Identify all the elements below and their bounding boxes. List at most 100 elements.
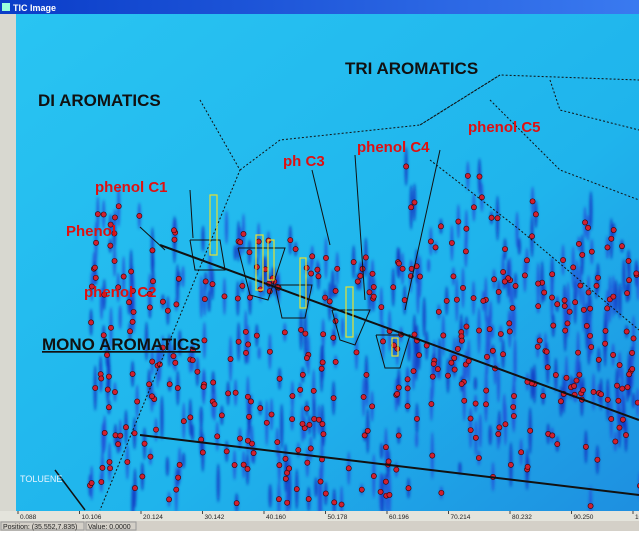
peak [268, 411, 275, 418]
peak [483, 401, 489, 408]
peak [139, 473, 146, 480]
streak [181, 265, 185, 288]
annotation: TRI AROMATICS [345, 59, 478, 78]
streak [319, 477, 323, 522]
peak [587, 305, 594, 312]
peak [458, 381, 465, 387]
peak [115, 441, 122, 448]
peak [299, 371, 306, 378]
peak [623, 328, 630, 335]
peak [633, 270, 639, 277]
peak [112, 389, 118, 395]
peak [159, 344, 166, 351]
peak [292, 246, 299, 253]
peak [595, 274, 601, 281]
peak [524, 463, 531, 470]
peak [475, 455, 482, 461]
peak [130, 287, 136, 294]
peak [497, 331, 504, 337]
peak [404, 376, 411, 383]
peak [94, 211, 101, 218]
peak [535, 303, 542, 310]
phenol-boxes [209, 194, 399, 357]
peak [566, 308, 573, 315]
peak [250, 450, 257, 456]
peak [170, 353, 177, 360]
peak [404, 403, 411, 409]
peak [495, 431, 502, 437]
streak [190, 424, 195, 441]
status-field [0, 521, 85, 531]
peak [454, 346, 461, 352]
peak [221, 293, 228, 300]
streak [437, 337, 442, 380]
peak [149, 247, 156, 254]
annotation: Phenol [66, 223, 116, 240]
peak [187, 414, 194, 421]
peak [624, 384, 631, 391]
annotation: phenol C1 [95, 179, 168, 196]
peak [318, 365, 325, 372]
x-tick-label: 50.178 [328, 514, 348, 521]
streak [415, 431, 419, 448]
peak [201, 337, 208, 344]
peak [214, 433, 221, 440]
peak [463, 323, 470, 330]
peak [174, 385, 181, 391]
x-tick-label: 70.214 [451, 514, 471, 521]
peak [127, 328, 133, 335]
peak [471, 204, 477, 211]
peak [463, 225, 470, 232]
peak [616, 424, 623, 431]
peak [416, 352, 422, 359]
streak [201, 225, 205, 252]
peak [218, 412, 225, 419]
peak [604, 244, 611, 251]
streak [118, 304, 122, 330]
peak [550, 322, 557, 329]
streak [496, 362, 501, 403]
peak [104, 352, 110, 358]
streak [427, 258, 431, 273]
peak [608, 235, 615, 242]
peak [506, 328, 513, 335]
peak [395, 432, 402, 439]
peak [245, 341, 252, 348]
peak [582, 219, 588, 226]
peak [455, 218, 462, 225]
peak [616, 362, 623, 368]
peak [629, 366, 636, 372]
peak [209, 281, 216, 288]
peak [211, 401, 218, 408]
peak [552, 372, 559, 378]
peak [399, 265, 406, 272]
streak [515, 211, 519, 248]
peak [146, 291, 153, 297]
annotation: DI AROMATICS [38, 91, 161, 110]
peak [554, 301, 561, 308]
streak [178, 330, 182, 357]
peak [461, 397, 468, 404]
peak [330, 334, 337, 341]
y-axis-strip [0, 14, 16, 511]
peak [173, 486, 180, 493]
x-tick-label: 10.106 [82, 514, 102, 521]
peak [405, 485, 412, 492]
peak [332, 359, 339, 365]
peak [171, 227, 177, 234]
peak [438, 223, 444, 230]
peak [128, 268, 135, 275]
peak [115, 284, 122, 291]
peak [450, 273, 457, 280]
peak [107, 465, 113, 472]
peak [588, 344, 595, 350]
streak [167, 333, 171, 367]
peak [358, 486, 365, 493]
peak [620, 416, 626, 423]
peak [366, 289, 373, 296]
peak [111, 230, 118, 237]
peak [353, 349, 360, 356]
title-bar [0, 0, 639, 14]
peak [276, 375, 283, 382]
